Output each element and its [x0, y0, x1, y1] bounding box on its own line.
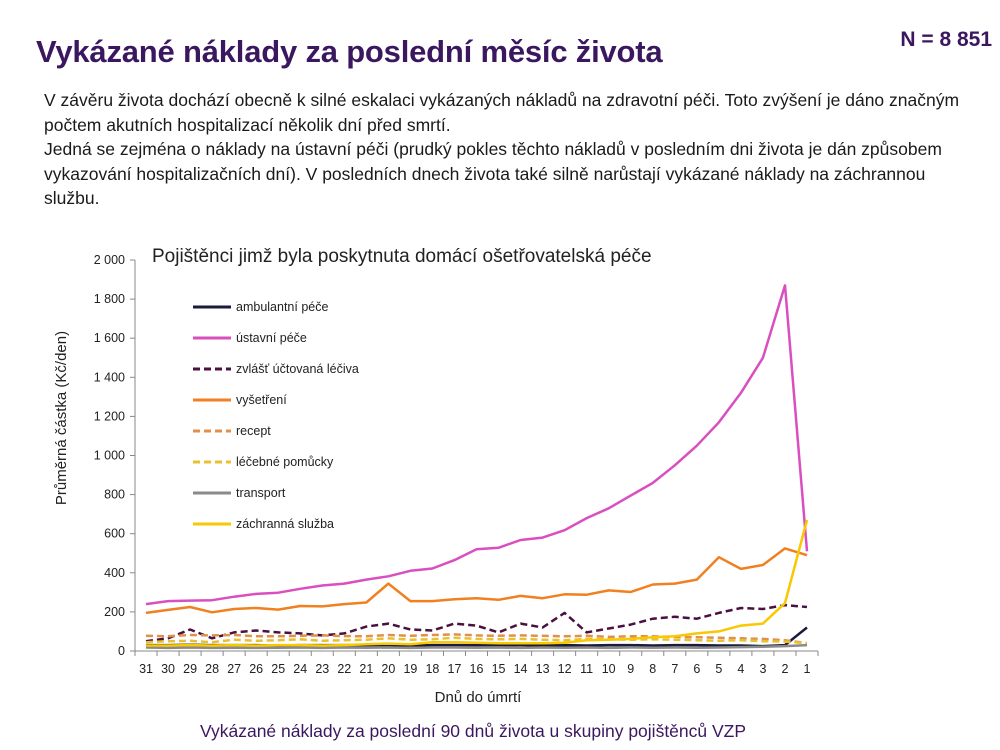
x-tick-label: 1	[804, 662, 811, 676]
x-tick-label: 5	[715, 662, 722, 676]
legend-label: recept	[236, 424, 271, 438]
y-tick-label: 1 800	[94, 292, 125, 306]
legend-label: zvlášť účtovaná léčiva	[236, 362, 359, 376]
x-tick-label: 25	[271, 662, 285, 676]
x-tick-label: 15	[492, 662, 506, 676]
x-tick-label: 22	[337, 662, 351, 676]
y-tick-label: 1 400	[94, 370, 125, 384]
x-tick-label: 4	[737, 662, 744, 676]
intro-text: V závěru života dochází obecně k silné e…	[44, 88, 964, 211]
x-tick-label: 2	[781, 662, 788, 676]
x-tick-label: 14	[514, 662, 528, 676]
x-tick-label: 24	[293, 662, 307, 676]
x-tick-label: 27	[227, 662, 241, 676]
legend-label: ústavní péče	[236, 331, 307, 345]
x-tick-label: 11	[580, 662, 593, 676]
series-line	[145, 603, 808, 643]
sample-size-label: N = 8 851	[900, 28, 992, 51]
series-line	[145, 547, 808, 615]
legend-label: léčebné pomůcky	[236, 455, 334, 469]
x-tick-label: 29	[183, 662, 197, 676]
series-lines	[145, 284, 809, 650]
x-ticks: 31 30 29 28 27 26 25 24 23 22 21 20 19 18 17 16 15 14 13 12…	[134, 651, 819, 676]
x-tick-label: 3	[759, 662, 766, 676]
x-tick-label: 31	[139, 662, 153, 676]
x-tick-label: 20	[381, 662, 395, 676]
y-tick-label: 200	[104, 605, 125, 619]
x-tick-label: 21	[359, 662, 373, 676]
legend-label: vyšetření	[236, 393, 287, 407]
legend-label: ambulantní péče	[236, 300, 328, 314]
x-tick-label: 13	[536, 662, 550, 676]
legend-label: transport	[236, 486, 286, 500]
y-tick-label: 1 000	[94, 449, 125, 463]
legend-label: záchranná služba	[236, 517, 334, 531]
line-chart: Pojištěnci jimž byla poskytnuta domácí o…	[53, 246, 819, 741]
series-line	[146, 519, 809, 647]
intro-paragraph: V závěru života dochází obecně k silné e…	[44, 90, 960, 135]
x-tick-label: 30	[161, 662, 175, 676]
x-tick-label: 9	[627, 662, 634, 676]
x-tick-label: 26	[249, 662, 263, 676]
x-tick-label: 12	[558, 662, 572, 676]
x-tick-label: 18	[425, 662, 439, 676]
slide-title: Vykázané náklady za poslední měsíc život…	[36, 34, 663, 69]
y-tick-label: 0	[118, 644, 125, 658]
x-tick-label: 8	[649, 662, 656, 676]
series-line	[145, 643, 808, 650]
y-tick-label: 1 200	[94, 409, 125, 423]
intro-paragraph: Jedná se zejména o náklady na ústavní pé…	[44, 139, 942, 208]
series-line	[145, 636, 808, 645]
x-tick-label: 10	[602, 662, 616, 676]
y-tick-label: 600	[104, 527, 125, 541]
x-tick-label: 28	[205, 662, 219, 676]
y-ticks: 0 200 400 600 800 1 000 1 200 1 400 1 600 1 800 2 …	[94, 253, 135, 658]
x-tick-label: 23	[315, 662, 329, 676]
x-tick-label: 17	[448, 662, 462, 676]
legend: ambulantní péče ústavní péče zvlášť účtova…	[193, 300, 359, 531]
x-tick-label: 6	[693, 662, 700, 676]
y-tick-label: 1 600	[94, 331, 125, 345]
chart-caption: Vykázané náklady za poslední 90 dnů živo…	[200, 721, 746, 741]
y-axis-label: Průměrná částka (Kč/den)	[53, 331, 70, 505]
x-tick-label: 19	[403, 662, 417, 676]
y-tick-label: 2 000	[94, 253, 125, 267]
series-line	[145, 284, 809, 606]
y-tick-label: 400	[104, 566, 125, 580]
chart-title: Pojištěnci jimž byla poskytnuta domácí o…	[152, 246, 652, 267]
x-tick-label: 7	[671, 662, 678, 676]
x-axis-label: Dnů do úmrtí	[435, 689, 523, 706]
x-tick-label: 16	[470, 662, 484, 676]
series-line	[145, 633, 808, 645]
y-tick-label: 800	[104, 488, 125, 502]
